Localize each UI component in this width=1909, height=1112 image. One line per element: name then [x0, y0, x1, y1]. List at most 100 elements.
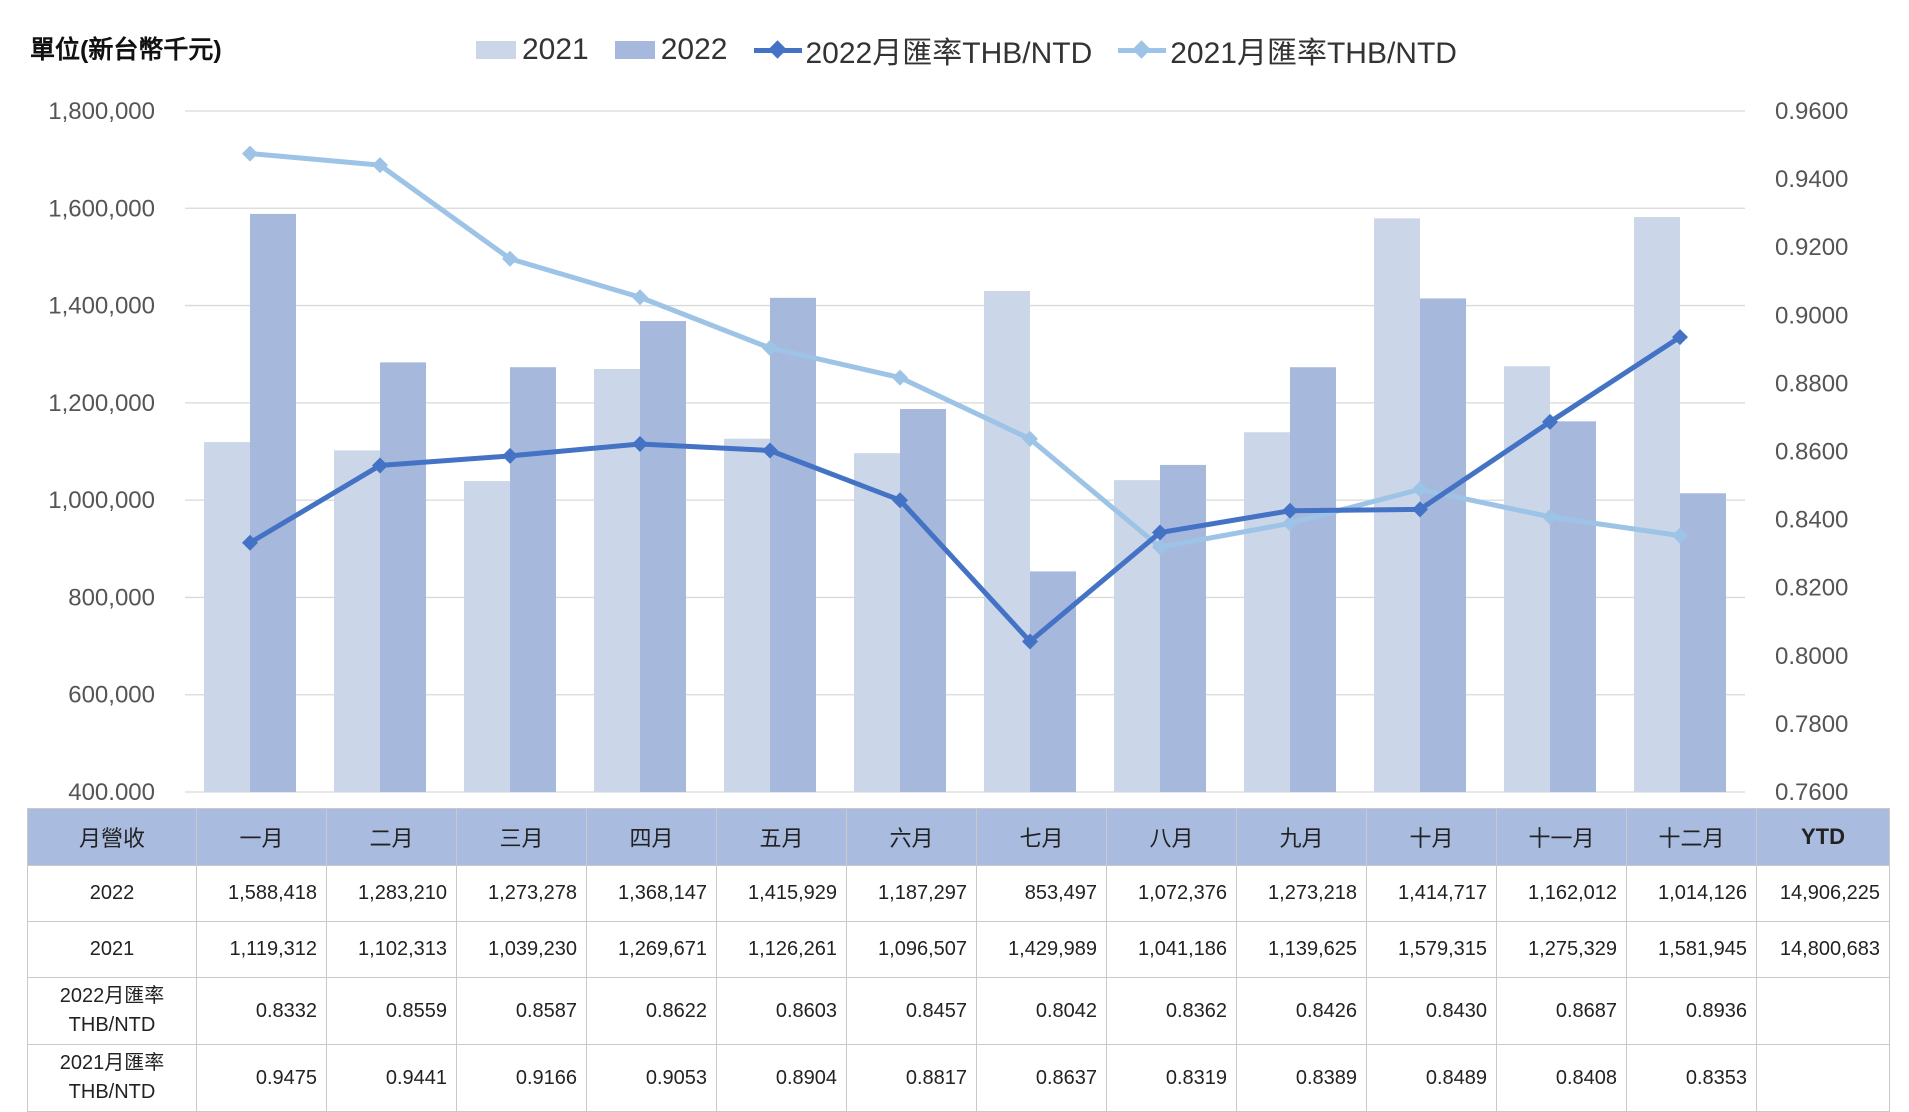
y-right-tick-label: 0.8600 — [1775, 439, 1848, 466]
table-cell: 0.8389 — [1236, 1044, 1367, 1112]
rate-point-2022-4 — [632, 436, 648, 453]
y-right-tick-label: 0.7600 — [1775, 779, 1848, 800]
legend-item-2022: 2022 — [614, 33, 728, 67]
legend-item-2021: 2021 — [476, 33, 589, 67]
legend-swatch-2021 — [476, 41, 516, 59]
bar-2021-12 — [1634, 217, 1680, 792]
table-cell: 1,588,418 — [196, 865, 327, 922]
table-header-cell: 三月 — [456, 808, 587, 866]
bar-2022-5 — [770, 297, 816, 792]
table-cell: 1,072,376 — [1106, 865, 1237, 922]
table-header-cell-ytd: YTD — [1756, 808, 1890, 866]
table-cell: 0.8430 — [1366, 977, 1497, 1045]
bar-2022-9 — [1290, 367, 1336, 792]
table-cell: 1,283,210 — [326, 865, 457, 922]
legend-line-swatch-2021 — [1118, 40, 1167, 59]
table-cell: 1,014,126 — [1626, 865, 1757, 922]
table-cell: 0.8353 — [1626, 1044, 1757, 1112]
table-header-cell: 五月 — [716, 808, 847, 866]
table-cell: 0.8489 — [1366, 1044, 1497, 1112]
bar-2022-3 — [510, 367, 556, 792]
table-cell: 1,414,717 — [1366, 865, 1497, 922]
table-cell: 1,119,312 — [196, 921, 327, 978]
table-cell: 1,102,313 — [326, 921, 457, 978]
rate-point-2021-2 — [372, 157, 388, 174]
rate-point-2022-2 — [372, 457, 388, 474]
row-label: 2021月匯率 THB/NTD — [27, 1044, 197, 1112]
table-header-cell: 七月 — [976, 808, 1107, 866]
table-cell: 0.8559 — [326, 977, 457, 1045]
bar-2021-6 — [854, 453, 900, 792]
table-cell: 1,581,945 — [1626, 921, 1757, 978]
y-left-tick-label: 800,000 — [68, 584, 155, 611]
y-right-tick-label: 0.8000 — [1775, 643, 1848, 670]
table-cell-ytd: 14,800,683 — [1756, 921, 1890, 978]
rate-point-2022-7 — [1022, 633, 1038, 650]
rate-point-2021-9 — [1282, 515, 1298, 532]
y-right-tick-label: 0.8200 — [1775, 575, 1848, 602]
table-header-cell: 十月 — [1366, 808, 1497, 866]
table-row-rate-2021: 2021月匯率 THB/NTD 0.9475 0.9441 0.9166 0.9… — [27, 1044, 1890, 1112]
legend-swatch-2022 — [614, 41, 655, 59]
table-cell: 0.8904 — [716, 1044, 847, 1112]
table-cell: 0.9166 — [456, 1044, 587, 1112]
table-cell: 0.8637 — [976, 1044, 1107, 1112]
legend-label-rate-2021: 2021月匯率THB/NTD — [1170, 37, 1457, 70]
y-left-tick-label: 1,600,000 — [48, 195, 155, 222]
table-cell: 853,497 — [976, 865, 1107, 922]
rate-point-2021-8 — [1152, 539, 1168, 556]
y-right-tick-label: 0.9600 — [1775, 98, 1848, 125]
table-header-cell: 月營收 — [27, 808, 197, 866]
bar-2022-2 — [380, 362, 426, 792]
y-right-tick-label: 0.9000 — [1775, 302, 1848, 329]
rate-point-2022-12 — [1672, 329, 1688, 346]
table-cell: 1,187,297 — [846, 865, 977, 922]
table-cell: 1,579,315 — [1366, 921, 1497, 978]
table-cell: 0.9475 — [196, 1044, 327, 1112]
table-cell: 1,415,929 — [716, 865, 847, 922]
table-cell: 1,041,186 — [1106, 921, 1237, 978]
table-cell: 0.8936 — [1626, 977, 1757, 1045]
bar-2022-7 — [1030, 571, 1076, 792]
rate-point-2021-12 — [1672, 527, 1688, 544]
y-left-tick-label: 1,200,000 — [48, 390, 155, 417]
chart-legend: 2021 2022 2022月匯率THB/NTD 2021月匯率THB/NTD — [476, 28, 1483, 72]
table-cell: 0.8362 — [1106, 977, 1237, 1045]
rate-point-2022-11 — [1542, 413, 1558, 430]
bar-2022-11 — [1550, 421, 1596, 792]
table-header-cell: 六月 — [846, 808, 977, 866]
table-cell: 1,275,329 — [1496, 921, 1627, 978]
y-right-tick-label: 0.7800 — [1775, 711, 1848, 738]
row-label-line2: THB/NTD — [68, 1081, 156, 1103]
legend-label-rate-2022: 2022月匯率THB/NTD — [805, 37, 1093, 70]
table-cell: 0.8817 — [846, 1044, 977, 1112]
rate-lines — [242, 145, 1688, 650]
table-cell: 1,273,278 — [456, 865, 587, 922]
row-label-line1: 2021月匯率 — [59, 1052, 165, 1074]
table-cell: 1,039,230 — [456, 921, 587, 978]
table-cell: 0.8687 — [1496, 977, 1627, 1045]
table-header-cell: 十一月 — [1496, 808, 1627, 866]
table-cell: 1,162,012 — [1496, 865, 1627, 922]
legend-label-2022: 2022 — [660, 33, 728, 66]
legend-label-2021: 2021 — [522, 33, 589, 66]
table-cell: 1,429,989 — [976, 921, 1107, 978]
table-cell-ytd: 14,906,225 — [1756, 865, 1890, 922]
table-cell: 1,139,625 — [1236, 921, 1367, 978]
bar-2021-8 — [1114, 480, 1160, 792]
table-cell: 0.9053 — [586, 1044, 717, 1112]
table-header-cell: 八月 — [1106, 808, 1237, 866]
rate-point-2022-8 — [1152, 524, 1168, 541]
y-right-tick-label: 0.8800 — [1775, 370, 1848, 397]
bar-2022-4 — [640, 321, 686, 792]
table-cell: 1,126,261 — [716, 921, 847, 978]
bar-2021-11 — [1504, 366, 1550, 792]
table-cell: 0.8603 — [716, 977, 847, 1045]
table-header-cell: 一月 — [196, 808, 327, 866]
legend-line-swatch-2022 — [753, 40, 802, 59]
rate-point-2021-4 — [632, 289, 648, 306]
bar-2021-4 — [594, 368, 640, 792]
table-header-cell: 二月 — [326, 808, 457, 866]
y-left-tick-label: 1,800,000 — [48, 98, 155, 125]
y-left-tick-label: 600,000 — [68, 682, 155, 709]
